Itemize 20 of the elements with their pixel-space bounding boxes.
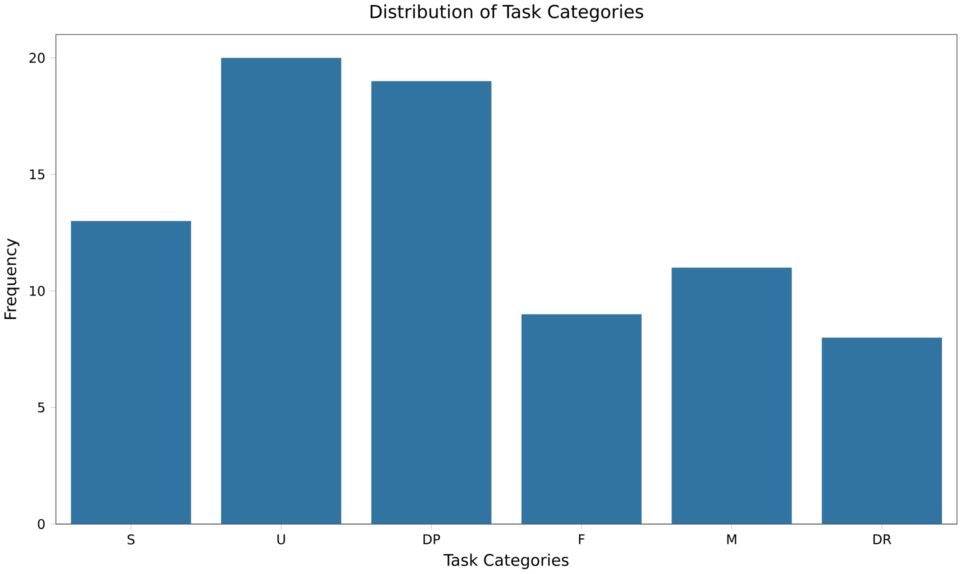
y-tick-label: 5 bbox=[38, 402, 44, 413]
chart-title: Distribution of Task Categories bbox=[370, 4, 644, 22]
x-tick-label: S bbox=[128, 534, 134, 545]
x-tick-label: DR bbox=[873, 534, 892, 544]
bar bbox=[822, 338, 942, 524]
x-tick-label: DP bbox=[424, 534, 440, 544]
y-tick-label: 20 bbox=[30, 53, 45, 64]
x-tick-label: U bbox=[277, 534, 285, 545]
bar bbox=[221, 58, 342, 524]
x-tick-label: M bbox=[727, 534, 736, 544]
x-axis-title: Task Categories bbox=[444, 554, 569, 570]
y-tick-label: 10 bbox=[30, 286, 45, 296]
y-tick-label: 15 bbox=[30, 170, 44, 180]
bar bbox=[371, 81, 492, 524]
x-tick-label: F bbox=[579, 534, 585, 544]
bar bbox=[70, 221, 192, 524]
y-tick-label: 0 bbox=[38, 519, 45, 530]
bar bbox=[521, 314, 642, 524]
bar bbox=[672, 268, 792, 524]
y-axis-title: Frequency bbox=[4, 238, 20, 320]
